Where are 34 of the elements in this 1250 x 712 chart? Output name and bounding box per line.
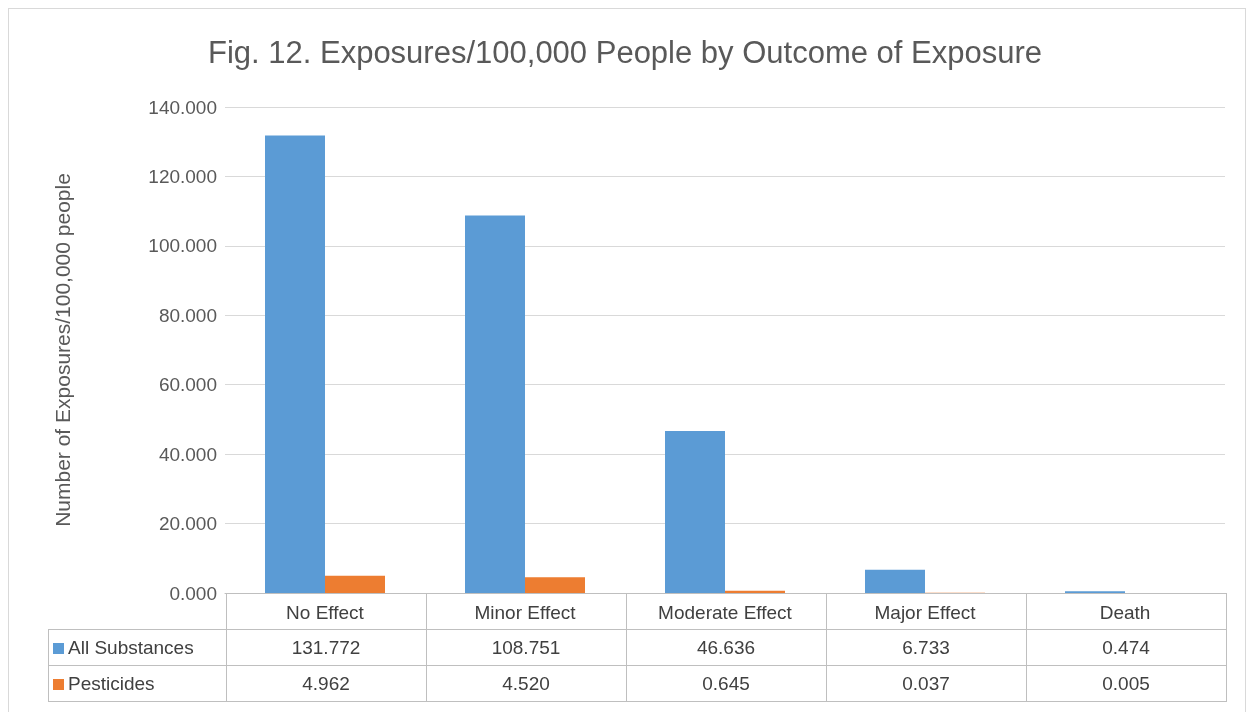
y-tick-label: 40.000 xyxy=(158,443,217,465)
x-tick-label: Moderate Effect xyxy=(658,602,793,623)
data-label: 0.005 xyxy=(1026,665,1226,702)
bar xyxy=(725,590,785,593)
y-tick-label: 140.000 xyxy=(148,96,217,118)
x-tick-label: No Effect xyxy=(286,602,365,623)
x-tick-label: Death xyxy=(1099,602,1151,623)
bar xyxy=(325,575,385,593)
bar xyxy=(865,569,925,593)
y-tick-label: 80.000 xyxy=(158,304,217,326)
y-tick-label: 20.000 xyxy=(158,513,217,535)
data-label: 0.645 xyxy=(626,665,826,702)
y-tick-label: 0.000 xyxy=(169,582,217,604)
y-tick-label: 60.000 xyxy=(158,374,217,396)
legend-label: Pesticides xyxy=(48,665,226,702)
bar xyxy=(665,431,725,593)
x-tick-label: Major Effect xyxy=(874,602,977,623)
data-label: 0.037 xyxy=(826,665,1026,702)
bar xyxy=(465,215,525,593)
chart-title: Fig. 12. Exposures/100,000 People by Outcome of Exposure xyxy=(207,35,1043,70)
data-label: 131.772 xyxy=(226,629,426,666)
data-label: 4.520 xyxy=(426,665,626,702)
bar xyxy=(265,135,325,593)
data-label: 108.751 xyxy=(426,629,626,666)
x-tick-label: Minor Effect xyxy=(474,602,577,623)
bar xyxy=(525,577,585,593)
y-tick-label: 120.000 xyxy=(148,165,217,187)
data-label: 0.474 xyxy=(1026,629,1226,666)
data-label: 46.636 xyxy=(626,629,826,666)
legend-label: All Substances xyxy=(48,629,226,666)
y-tick-label: 100.000 xyxy=(148,235,217,257)
data-label: 6.733 xyxy=(826,629,1026,666)
y-axis-title: Number of Exposures/100,000 people xyxy=(51,173,74,527)
data-label: 4.962 xyxy=(226,665,426,702)
